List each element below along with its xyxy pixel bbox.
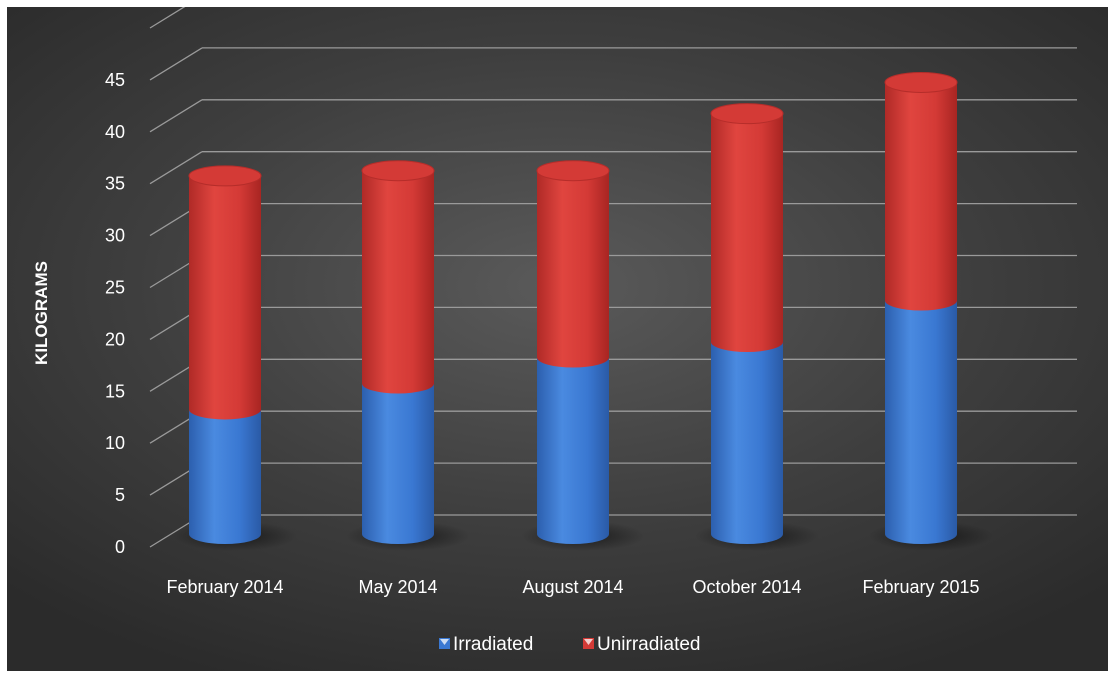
x-axis-categories: February 2014 May 2014 August 2014 October … [166, 577, 979, 597]
x-tick-label: October 2014 [692, 577, 801, 597]
y-axis-title: KILOGRAMS [32, 261, 51, 365]
chart-area: 0 5 10 15 20 25 30 35 40 45 February 2014 May 2014… [7, 7, 1108, 671]
x-tick-label: February 2015 [862, 577, 979, 597]
bar-segment-unirradiated [884, 71, 958, 311]
y-axis-ticks: 0 5 10 15 20 25 30 35 40 45 [105, 70, 125, 557]
y-tick-label: 35 [105, 174, 125, 194]
bar-segment-unirradiated [710, 103, 784, 352]
stacked-cylinder-chart: 0 5 10 15 20 25 30 35 40 45 February 2014 May 2014… [32, 7, 1077, 655]
gridline-diagonal [149, 99, 203, 133]
x-tick-label: May 2014 [358, 577, 437, 597]
y-tick-label: 40 [105, 122, 125, 142]
bar-segment-unirradiated [361, 160, 435, 394]
x-tick-label: August 2014 [522, 577, 623, 597]
y-tick-label: 15 [105, 381, 125, 401]
legend: Irradiated Unirradiated [439, 634, 701, 655]
legend-item-irradiated: Irradiated [439, 634, 533, 655]
legend-item-unirradiated: Unirradiated [583, 634, 701, 655]
y-tick-label: 20 [105, 329, 125, 349]
gridline-diagonal [149, 7, 186, 29]
gridline-diagonal [149, 151, 203, 185]
bar-segment-unirradiated [536, 160, 610, 368]
y-tick-label: 30 [105, 226, 125, 246]
y-tick-label: 5 [115, 485, 125, 505]
bar-segment-irradiated [362, 383, 434, 544]
y-tick-label: 10 [105, 433, 125, 453]
bars [188, 71, 958, 544]
bar-segment-irradiated [711, 341, 783, 544]
bar-segment-irradiated [537, 357, 609, 544]
x-tick-label: February 2014 [166, 577, 283, 597]
y-tick-label: 25 [105, 278, 125, 298]
bar-segment-irradiated [189, 409, 261, 544]
legend-label: Unirradiated [597, 634, 701, 655]
y-tick-label: 45 [105, 70, 125, 90]
bar-segment-irradiated [885, 300, 957, 544]
y-tick-label: 0 [115, 537, 125, 557]
legend-label: Irradiated [453, 634, 533, 655]
bar-segment-unirradiated [188, 165, 262, 420]
gridline-diagonal [149, 47, 203, 81]
